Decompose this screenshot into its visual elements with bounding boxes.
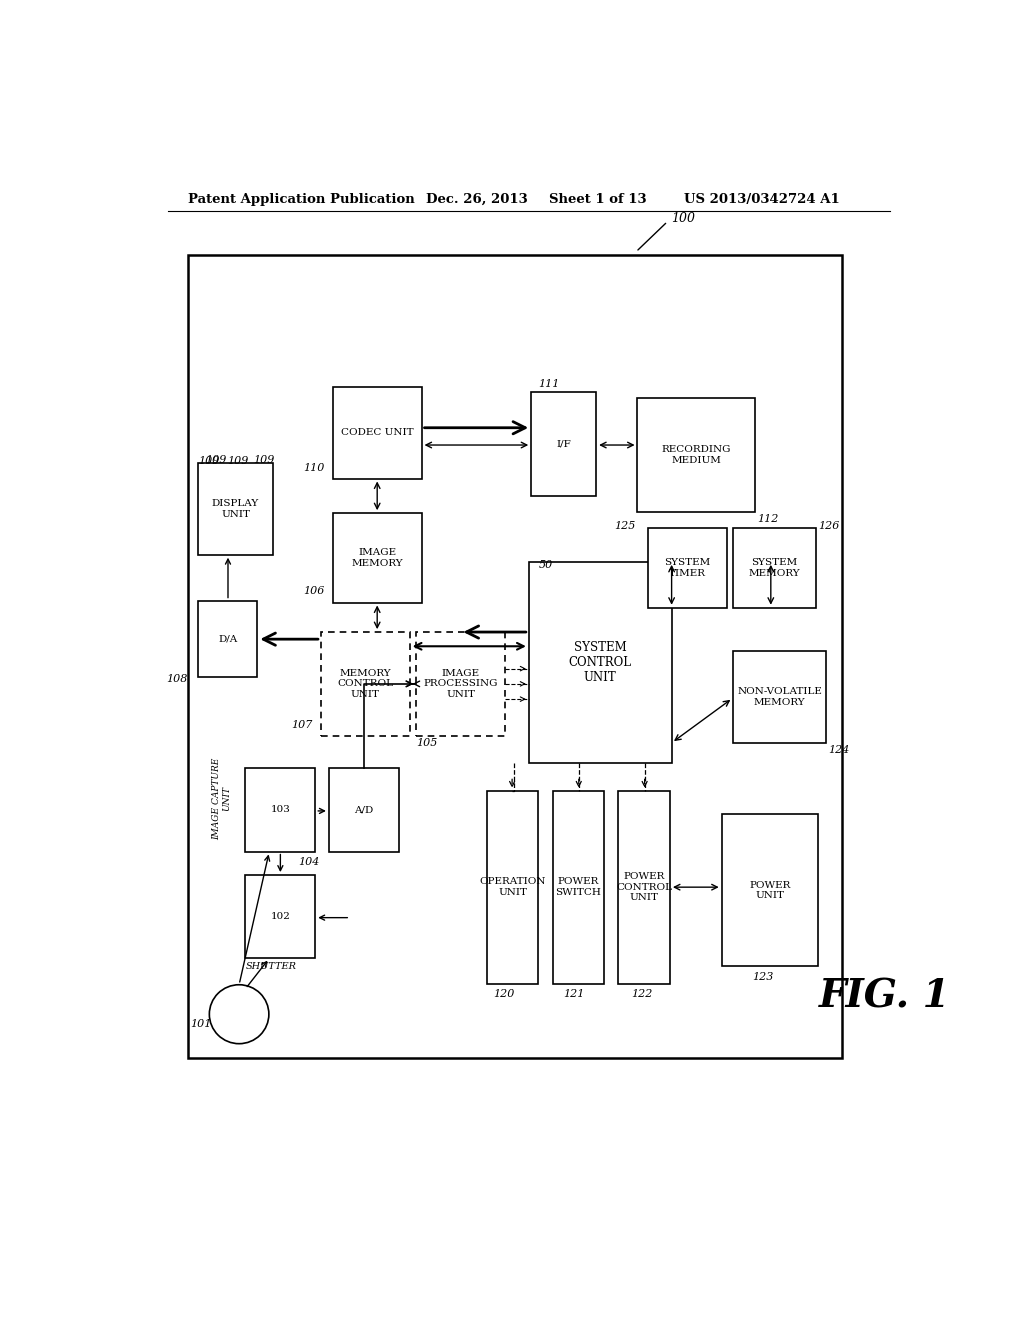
- Bar: [638, 399, 755, 512]
- Bar: [618, 791, 670, 983]
- Text: 109: 109: [198, 457, 219, 466]
- Text: Patent Application Publication: Patent Application Publication: [187, 193, 415, 206]
- Text: US 2013/0342724 A1: US 2013/0342724 A1: [684, 193, 840, 206]
- Text: SHUTTER: SHUTTER: [246, 962, 297, 972]
- Text: MEMORY
CONTROL
UNIT: MEMORY CONTROL UNIT: [337, 669, 393, 698]
- Text: FIG. 1: FIG. 1: [818, 978, 950, 1016]
- Bar: [329, 768, 398, 851]
- Text: 101: 101: [190, 1019, 211, 1030]
- Bar: [198, 601, 257, 677]
- Text: 50: 50: [539, 560, 553, 570]
- Text: 126: 126: [818, 521, 840, 532]
- Text: CODEC UNIT: CODEC UNIT: [341, 428, 414, 437]
- Bar: [531, 392, 596, 496]
- Text: 103: 103: [270, 805, 291, 814]
- Text: D/A: D/A: [218, 634, 238, 643]
- Text: 112: 112: [758, 515, 778, 524]
- Text: 125: 125: [614, 521, 636, 532]
- Bar: [321, 632, 410, 735]
- Bar: [528, 562, 672, 763]
- Text: SYSTEM
CONTROL
UNIT: SYSTEM CONTROL UNIT: [568, 642, 632, 684]
- Bar: [733, 528, 816, 607]
- Text: SYSTEM
MEMORY: SYSTEM MEMORY: [749, 558, 800, 578]
- Bar: [733, 651, 826, 743]
- Text: IMAGE
PROCESSING
UNIT: IMAGE PROCESSING UNIT: [423, 669, 498, 698]
- Text: SYSTEM
TIMER: SYSTEM TIMER: [665, 558, 711, 578]
- Text: 109: 109: [227, 457, 249, 466]
- Text: 120: 120: [494, 989, 515, 999]
- Text: 111: 111: [538, 379, 559, 389]
- Text: IMAGE CAPTURE
UNIT: IMAGE CAPTURE UNIT: [212, 758, 231, 840]
- Text: 123: 123: [753, 972, 773, 982]
- Bar: [416, 632, 505, 735]
- Text: IMAGE
MEMORY: IMAGE MEMORY: [351, 548, 403, 568]
- Text: A/D: A/D: [354, 805, 374, 814]
- Text: 108: 108: [166, 673, 187, 684]
- Text: POWER
CONTROL
UNIT: POWER CONTROL UNIT: [616, 873, 672, 902]
- Text: 102: 102: [270, 912, 291, 921]
- Text: 109: 109: [254, 455, 274, 465]
- Bar: [648, 528, 727, 607]
- Text: 104: 104: [299, 857, 321, 867]
- Bar: [333, 387, 422, 479]
- Text: 100: 100: [672, 213, 695, 224]
- Bar: [553, 791, 604, 983]
- Text: OPERATION
UNIT: OPERATION UNIT: [479, 878, 546, 896]
- Bar: [198, 463, 273, 554]
- Text: 109: 109: [205, 455, 226, 465]
- Text: 122: 122: [632, 989, 653, 999]
- Text: I/F: I/F: [556, 440, 571, 449]
- Bar: [486, 791, 539, 983]
- Text: DISPLAY
UNIT: DISPLAY UNIT: [212, 499, 259, 519]
- Text: Sheet 1 of 13: Sheet 1 of 13: [549, 193, 646, 206]
- Bar: [246, 875, 315, 958]
- Bar: [722, 814, 818, 966]
- Text: 105: 105: [416, 738, 437, 748]
- Text: POWER
UNIT: POWER UNIT: [750, 880, 791, 900]
- Bar: [333, 513, 422, 602]
- Text: 107: 107: [291, 719, 312, 730]
- Bar: [187, 255, 842, 1057]
- Text: 106: 106: [303, 586, 325, 597]
- Text: POWER
SWITCH: POWER SWITCH: [555, 878, 601, 896]
- Ellipse shape: [209, 985, 269, 1044]
- Text: Dec. 26, 2013: Dec. 26, 2013: [426, 193, 527, 206]
- Text: 124: 124: [828, 744, 849, 755]
- Text: 121: 121: [563, 989, 585, 999]
- Text: 110: 110: [303, 463, 325, 474]
- Bar: [246, 768, 315, 851]
- Text: RECORDING
MEDIUM: RECORDING MEDIUM: [662, 445, 731, 465]
- Text: NON-VOLATILE
MEMORY: NON-VOLATILE MEMORY: [737, 688, 822, 706]
